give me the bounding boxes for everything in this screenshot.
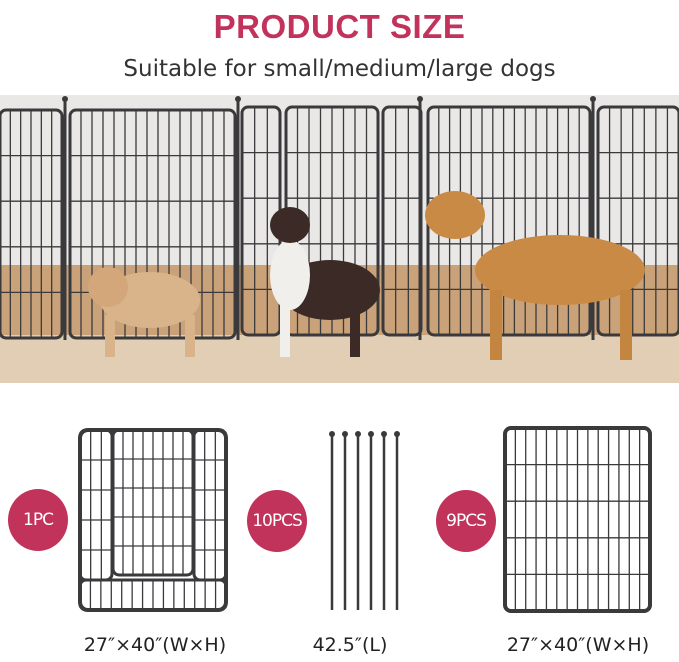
door-side-left (78, 428, 114, 582)
stake-knob (368, 431, 374, 437)
door-side-right (192, 428, 228, 582)
page-subtitle: Suitable for small/medium/large dogs (123, 56, 556, 82)
scene-fence-panel (0, 108, 64, 340)
stake-knob (342, 431, 348, 437)
bulldog (88, 267, 200, 357)
stake-knob (62, 96, 68, 102)
badge-1pc: 1PC (8, 489, 68, 551)
stake-knob (235, 96, 241, 102)
badge-10pcs: 10PCS (247, 490, 307, 552)
stake-knob (590, 96, 596, 102)
fence-panel-drawing (503, 426, 652, 613)
scene-fence-panel (240, 105, 282, 337)
stake-knob (417, 96, 423, 102)
fence-panel-dimension: 27″×40″(W×H) (506, 634, 650, 656)
parts-illustration (78, 426, 652, 613)
floor-foreground (0, 335, 679, 383)
door-bottom (78, 578, 228, 612)
door-gate (111, 428, 195, 577)
stake-knob (381, 431, 387, 437)
badge-9pcs: 9PCS (436, 490, 496, 552)
stake-knob (329, 431, 335, 437)
stake-knob (355, 431, 361, 437)
golden-retriever (425, 191, 645, 360)
door-panel-drawing (78, 428, 228, 612)
collie-dog (270, 207, 380, 357)
page-title: PRODUCT SIZE (213, 8, 466, 45)
product-photo (0, 95, 679, 383)
stake-knob (394, 431, 400, 437)
stake-dimension: 42.5″(L) (312, 634, 388, 656)
door-panel-dimension: 27″×40″(W×H) (83, 634, 227, 656)
